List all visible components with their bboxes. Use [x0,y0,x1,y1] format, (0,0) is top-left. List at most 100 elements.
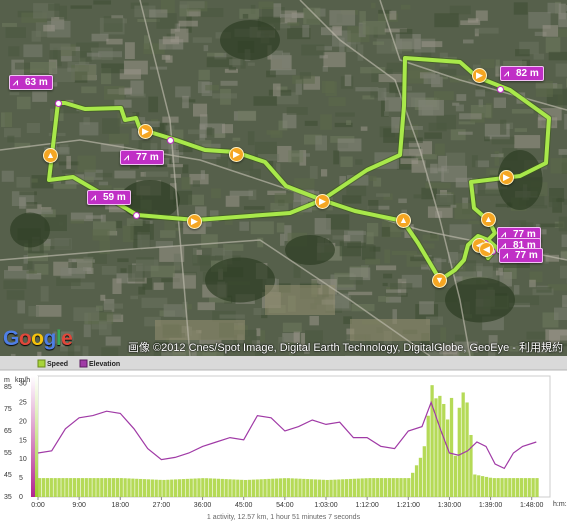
x-tick-label: 1:03:00 [314,502,337,509]
speed-bar [376,478,380,497]
speed-bar [259,479,263,497]
elevation-marker[interactable]: ⩘ 77 m [120,150,164,165]
speed-bar [123,478,127,497]
x-axis-unit: h:m:s [553,501,567,508]
map-copyright[interactable]: 画像 ©2012 Cnes/Spot Image, Digital Earth … [127,342,563,354]
direction-arrow-icon[interactable]: ▲ [43,148,58,163]
speed-legend-swatch[interactable] [37,359,46,368]
elevation-marker-pin [167,137,174,144]
speed-bar [430,385,434,497]
speed-bar [45,478,50,497]
speed-bar [107,478,112,497]
elevation-tick-label: 75 [4,406,12,413]
speed-bar [69,478,73,497]
x-tick-label: 36:00 [194,502,212,509]
chart-legend-bar [0,356,567,370]
x-tick-label: 18:00 [112,502,130,509]
map-view[interactable]: ⩘ 63 m ⩘ 77 m ⩘ 59 m ⩘ 82 m ⩘ 77 m ⩘ 81 m ⩘ 77 m ▲ ▶ ▶ ▶ ▶… [0,0,567,356]
speed-bar [41,478,46,497]
speed-legend-label: Speed [47,361,68,368]
speed-bar [442,403,446,497]
speed-bar [111,478,116,497]
elevation-legend-swatch[interactable] [79,359,88,368]
direction-arrow-icon[interactable]: ▶ [229,147,244,162]
speed-bar [80,478,85,497]
elevation-tick-label: 55 [4,450,12,457]
x-tick-label: 1:21:00 [397,502,420,509]
speed-bar [271,478,275,497]
direction-arrow-icon[interactable]: ▶ [499,170,514,185]
google-logo: Google [3,327,73,351]
speed-bar [212,478,217,497]
speed-bar [508,478,512,497]
speed-bar [325,479,329,497]
direction-arrow-icon[interactable]: ▶ [187,214,202,229]
speed-bar [115,478,119,497]
route-path[interactable] [47,56,551,282]
direction-arrow-icon[interactable]: ▲ [396,213,411,228]
speed-bar [84,478,88,497]
speed-bar [255,479,259,497]
speed-bar [383,478,388,497]
elevation-marker[interactable]: ⩘ 82 m [500,66,544,81]
speed-bar [236,479,240,497]
elevation-marker[interactable]: ⩘ 77 m [499,248,543,263]
direction-arrow-icon[interactable]: ▶ [138,124,153,139]
speed-bar [411,472,415,497]
direction-arrow-icon[interactable]: ▲ [481,212,496,227]
speed-bar [220,478,224,497]
speed-bar [321,479,325,497]
speed-bar [418,457,423,497]
direction-arrow-icon[interactable]: ▶ [315,194,330,209]
elevation-marker-pin [55,100,62,107]
speed-bar [492,478,496,497]
elevation-marker-label: 77 m [136,152,159,163]
speed-bar [407,478,411,497]
speed-bar [535,478,539,497]
speed-bar [414,465,419,497]
speed-bar [449,397,454,497]
speed-bar [484,476,489,497]
speed-bar [263,479,267,497]
speed-bar [352,478,357,497]
speed-bar [267,478,271,497]
speed-bar [127,478,131,497]
speed-bar [453,455,458,497]
direction-arrow-icon[interactable]: ▼ [432,273,447,288]
speed-bar [185,478,189,497]
logo-letter: o [18,327,32,350]
speed-bar [57,478,61,497]
speed-tick-label: 0 [19,494,23,501]
speed-bar [294,478,298,497]
mountain-icon: ⩘ [13,77,19,87]
elevation-line [37,400,537,470]
speed-bar [504,478,508,497]
speed-bar [473,474,477,497]
speed-bar [286,478,290,497]
speed-bar [243,479,248,497]
mountain-icon: ⩘ [504,68,510,78]
x-tick-label: 9:00 [72,502,86,509]
speed-bar [387,478,391,497]
speed-bar [426,415,430,497]
speed-bar [65,478,69,497]
speed-bar [290,478,294,497]
speed-bar [519,478,524,497]
elevation-tick-label: 45 [4,472,12,479]
elevation-tick-label: 65 [4,428,12,435]
speed-bar [337,479,341,497]
speed-bar [100,478,104,497]
direction-arrow-icon[interactable]: ◀ [479,242,494,257]
speed-bar [527,478,531,497]
speed-bar [356,478,360,497]
elevation-marker[interactable]: ⩘ 63 m [9,75,53,90]
speed-axis-strip [35,376,38,497]
speed-bar [360,478,364,497]
speed-bar [131,478,135,497]
elevation-marker[interactable]: ⩘ 59 m [87,190,131,205]
direction-arrow-icon[interactable]: ▶ [472,68,487,83]
speed-bar [480,476,485,497]
speed-tick-label: 20 [19,418,27,425]
speed-tick-label: 25 [19,399,27,406]
speed-bar [302,478,306,497]
